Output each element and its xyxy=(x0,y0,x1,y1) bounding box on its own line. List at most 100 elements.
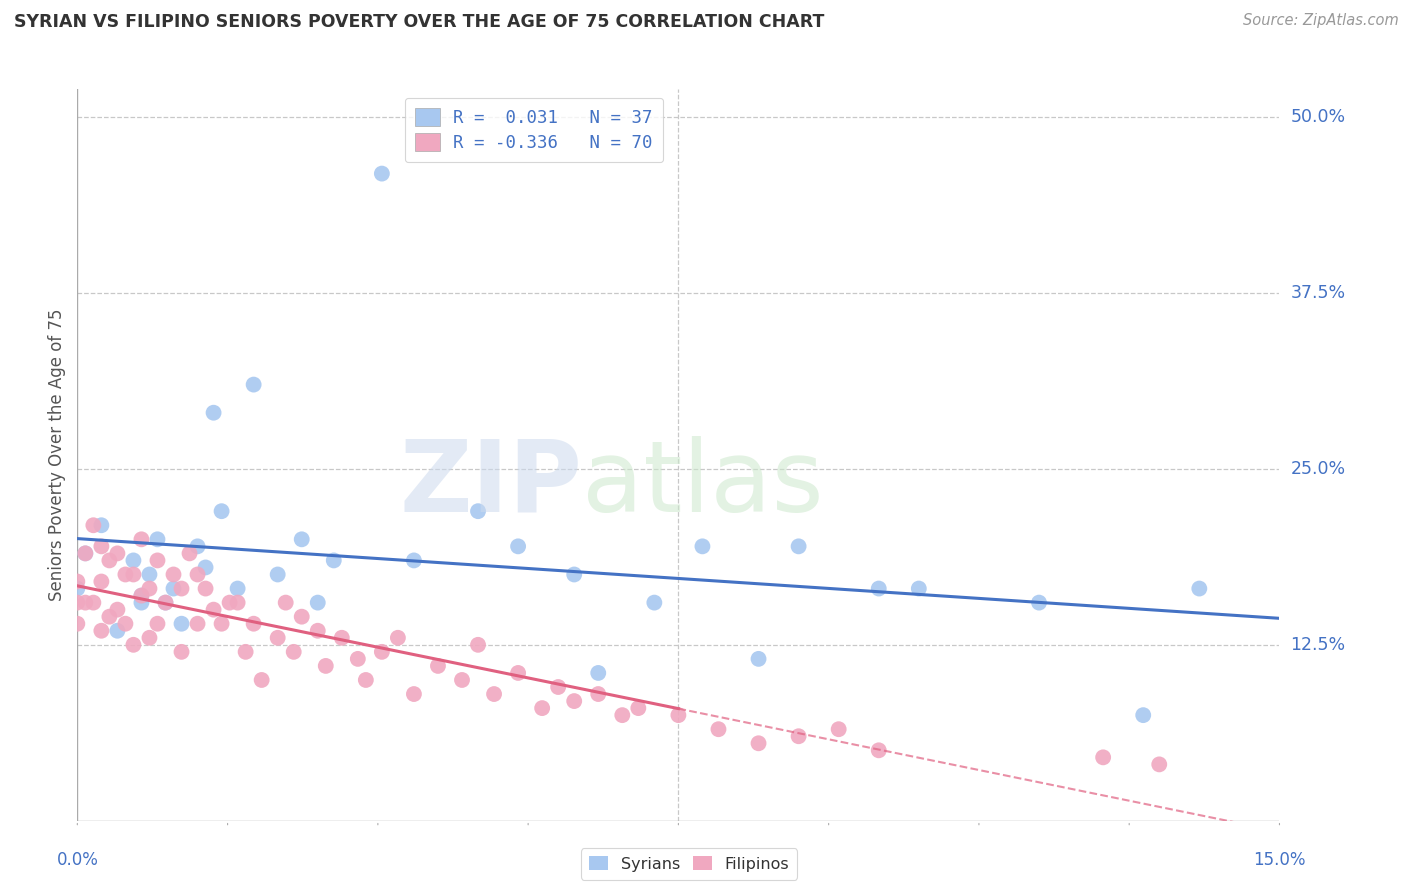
Point xyxy=(828,723,851,737)
Point xyxy=(155,596,177,610)
Point xyxy=(322,553,344,567)
Point xyxy=(588,665,610,680)
Point xyxy=(482,687,505,701)
Point xyxy=(307,596,329,610)
Point xyxy=(202,602,225,616)
Point xyxy=(107,624,129,638)
Point xyxy=(235,645,257,659)
Text: 25.0%: 25.0% xyxy=(1291,460,1346,478)
Point xyxy=(155,596,177,610)
Point xyxy=(194,560,217,574)
Point xyxy=(90,518,112,533)
Legend: R =  0.031   N = 37, R = -0.336   N = 70: R = 0.031 N = 37, R = -0.336 N = 70 xyxy=(405,98,664,162)
Point xyxy=(131,533,153,547)
Point xyxy=(402,553,425,567)
Point xyxy=(107,546,129,560)
Point xyxy=(354,673,377,687)
Point xyxy=(274,596,297,610)
Point xyxy=(186,567,209,582)
Point xyxy=(114,567,136,582)
Point xyxy=(75,596,97,610)
Point xyxy=(146,533,169,547)
Point xyxy=(427,659,450,673)
Text: Source: ZipAtlas.com: Source: ZipAtlas.com xyxy=(1243,13,1399,29)
Point xyxy=(291,533,314,547)
Point xyxy=(531,701,554,715)
Point xyxy=(1092,750,1115,764)
Point xyxy=(75,546,97,560)
Point xyxy=(90,624,112,638)
Point xyxy=(307,624,329,638)
Point xyxy=(122,567,145,582)
Point xyxy=(226,582,249,596)
Point xyxy=(612,708,634,723)
Point xyxy=(371,645,394,659)
Point xyxy=(162,582,184,596)
Point xyxy=(562,567,585,582)
Point xyxy=(170,645,193,659)
Point xyxy=(1028,596,1050,610)
Point xyxy=(908,582,931,596)
Point xyxy=(467,638,489,652)
Point xyxy=(98,553,121,567)
Point xyxy=(692,539,714,553)
Point xyxy=(107,602,129,616)
Text: SYRIAN VS FILIPINO SENIORS POVERTY OVER THE AGE OF 75 CORRELATION CHART: SYRIAN VS FILIPINO SENIORS POVERTY OVER … xyxy=(14,13,824,31)
Point xyxy=(868,582,890,596)
Point xyxy=(211,504,233,518)
Point xyxy=(1149,757,1171,772)
Point xyxy=(291,609,314,624)
Point xyxy=(748,736,770,750)
Point xyxy=(226,596,249,610)
Point xyxy=(75,546,97,560)
Point xyxy=(868,743,890,757)
Point xyxy=(1188,582,1211,596)
Point xyxy=(242,377,264,392)
Point xyxy=(508,665,530,680)
Point xyxy=(90,574,112,589)
Point xyxy=(467,504,489,518)
Point xyxy=(588,687,610,701)
Point xyxy=(138,567,160,582)
Legend: Syrians, Filipinos: Syrians, Filipinos xyxy=(581,848,797,880)
Point xyxy=(82,518,104,533)
Point xyxy=(122,638,145,652)
Point xyxy=(267,567,290,582)
Point xyxy=(1132,708,1154,723)
Point xyxy=(748,652,770,666)
Point xyxy=(194,582,217,596)
Point xyxy=(707,723,730,737)
Point xyxy=(138,582,160,596)
Point xyxy=(162,567,184,582)
Point xyxy=(170,582,193,596)
Point xyxy=(347,652,370,666)
Point xyxy=(250,673,273,687)
Point xyxy=(547,680,569,694)
Point xyxy=(170,616,193,631)
Point xyxy=(114,616,136,631)
Point xyxy=(283,645,305,659)
Point xyxy=(451,673,474,687)
Point xyxy=(179,546,201,560)
Point xyxy=(138,631,160,645)
Point xyxy=(627,701,650,715)
Point xyxy=(131,596,153,610)
Point xyxy=(146,616,169,631)
Point xyxy=(508,539,530,553)
Point xyxy=(98,609,121,624)
Point xyxy=(315,659,337,673)
Point xyxy=(202,406,225,420)
Point xyxy=(82,596,104,610)
Text: 37.5%: 37.5% xyxy=(1291,285,1346,302)
Point xyxy=(66,596,89,610)
Text: 50.0%: 50.0% xyxy=(1291,108,1346,127)
Point xyxy=(668,708,690,723)
Point xyxy=(242,616,264,631)
Point xyxy=(66,582,89,596)
Point xyxy=(146,553,169,567)
Point xyxy=(402,687,425,701)
Point xyxy=(211,616,233,631)
Point xyxy=(186,539,209,553)
Point xyxy=(787,729,810,743)
Point xyxy=(131,589,153,603)
